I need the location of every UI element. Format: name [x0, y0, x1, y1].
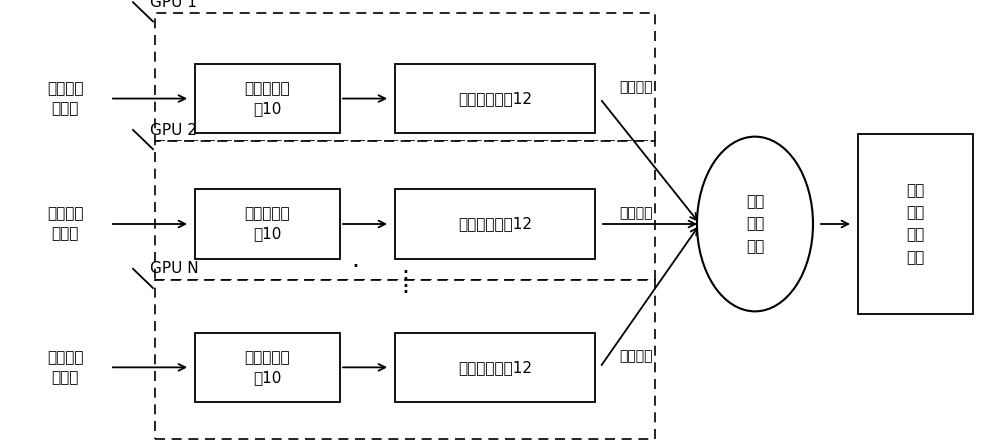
- Text: 目标训练
数据集: 目标训练 数据集: [47, 81, 83, 116]
- Ellipse shape: [697, 137, 813, 311]
- Text: ·: ·: [401, 261, 409, 285]
- Text: GPU N: GPU N: [150, 262, 199, 276]
- Bar: [155, 13, 655, 141]
- Text: 第一全连接层12: 第一全连接层12: [458, 360, 532, 375]
- Text: ·: ·: [401, 281, 409, 306]
- Text: 特征提取网
络10: 特征提取网 络10: [245, 81, 290, 116]
- Bar: [858, 134, 973, 314]
- Text: GPU 2: GPU 2: [150, 123, 197, 138]
- Text: 预测误差: 预测误差: [619, 349, 653, 363]
- Text: 目标
预测
误差: 目标 预测 误差: [746, 194, 764, 254]
- Bar: [155, 280, 655, 439]
- Text: 目标训练
数据集: 目标训练 数据集: [47, 350, 83, 385]
- Text: 第一全连接层12: 第一全连接层12: [458, 216, 532, 232]
- Bar: [155, 141, 655, 280]
- Text: ·: ·: [401, 268, 409, 292]
- Bar: [395, 332, 595, 402]
- Text: 目标
神经
网络
模型: 目标 神经 网络 模型: [906, 183, 925, 265]
- Bar: [395, 189, 595, 258]
- Bar: [195, 189, 340, 258]
- Text: GPU 1: GPU 1: [150, 0, 197, 10]
- Text: 特征提取网
络10: 特征提取网 络10: [245, 350, 290, 385]
- Bar: [195, 64, 340, 134]
- Text: ·: ·: [401, 275, 409, 299]
- Text: ·: ·: [351, 254, 359, 279]
- Bar: [195, 332, 340, 402]
- Text: 目标训练
数据集: 目标训练 数据集: [47, 207, 83, 241]
- Text: 预测误差: 预测误差: [619, 80, 653, 95]
- Bar: [395, 64, 595, 134]
- Text: 预测误差: 预测误差: [619, 206, 653, 220]
- Text: 第一全连接层12: 第一全连接层12: [458, 91, 532, 106]
- Text: 特征提取网
络10: 特征提取网 络10: [245, 207, 290, 241]
